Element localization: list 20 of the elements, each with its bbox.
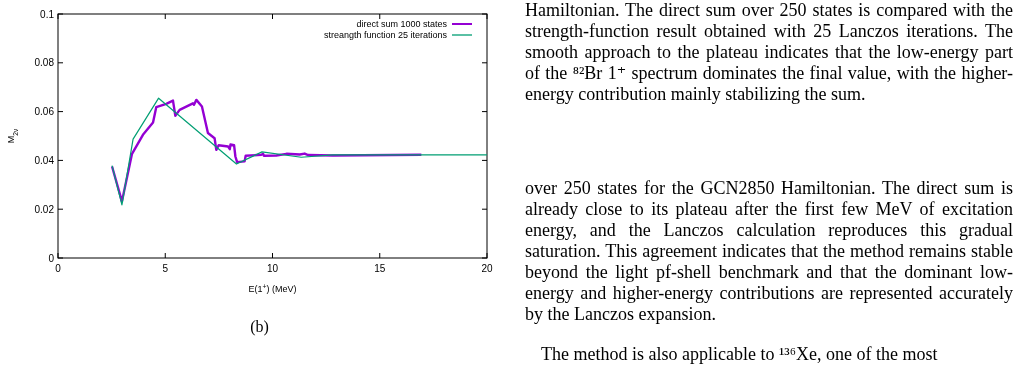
x-tick-label: 20 (481, 263, 493, 274)
text: over 250 states for the GCN2850 Hamiltonian. The direct sum is already close to its plateau after the first few MeV of excitation energy, and the Lanczos calculation reproduces this gradual saturation. This agreement indicates that the method remains stable beyond the light pf-shell benchmark and that the dominant low-energy and higher-energy contributions are represented accurately by the Lanczos expansion. (525, 178, 1013, 325)
legend-label: direct sum 1000 states (356, 19, 448, 29)
y-tick-label: 0.04 (34, 154, 55, 166)
line-series (111, 97, 488, 206)
y-tick-label: 0.02 (34, 203, 55, 215)
x-axis-title: E(1$^{+}$) (MeV) (248, 282, 297, 294)
x-tick-label: 0 (55, 263, 62, 274)
y-tick-label: 0.06 (34, 106, 55, 118)
x-tick-label: 10 (266, 263, 279, 274)
text: The method is also applicable to ¹³⁶Xe, one of the most (540, 344, 939, 365)
legend-label: streangth function 25 iterations (323, 30, 448, 40)
text: Hamiltonian. The direct sum over 250 states is compared with the strength-function result obtained with 25 Lanczos iterations. The smooth approach to the plateau indicates that the low-energy part of the ⁸²Br 1⁺ spectrum dominates the final value, with the higher-energy contribution mainly stabilizing the sum. (525, 0, 1013, 105)
x-tick-label: 15 (374, 263, 386, 274)
y-tick-label: 0 (48, 252, 55, 264)
y-tick-label: 0.08 (34, 57, 55, 69)
x-tick-label: 5 (162, 263, 169, 274)
text: (b) (250, 318, 269, 336)
line-series (110, 98, 423, 203)
y-tick-label: 0.1 (40, 8, 55, 20)
